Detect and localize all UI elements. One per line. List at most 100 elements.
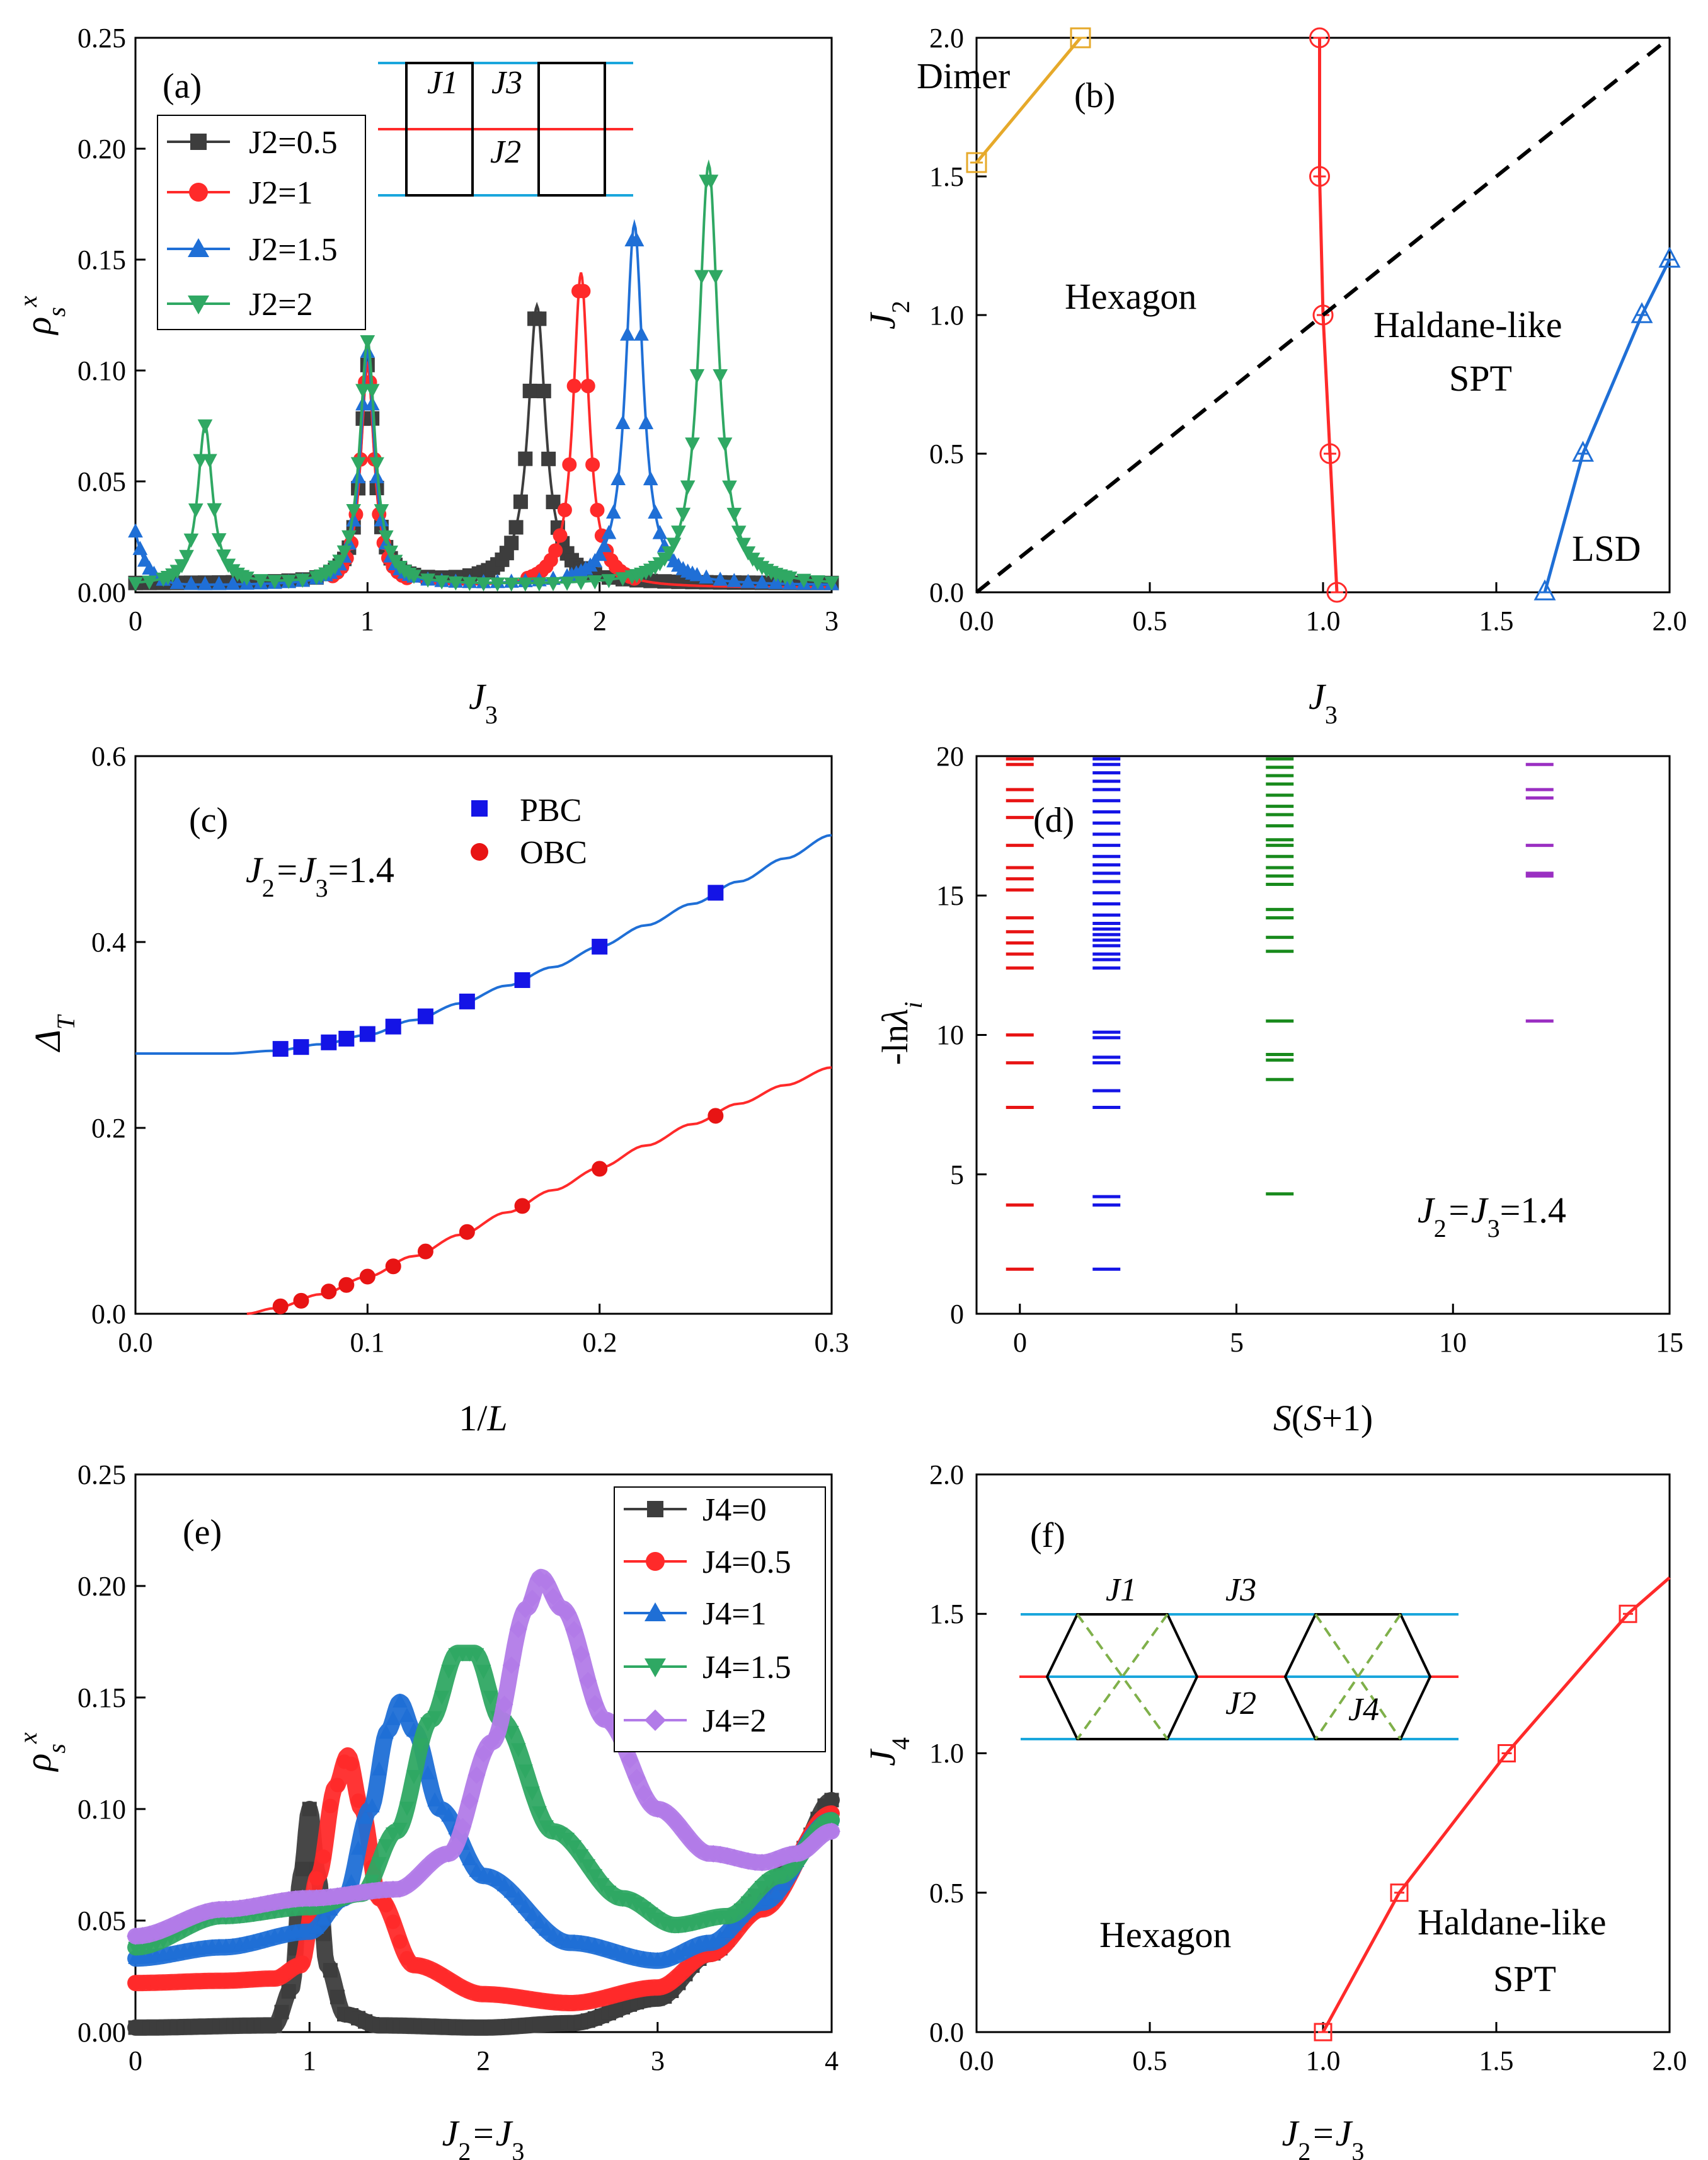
series-marker-a: [590, 502, 605, 517]
diagonal-dashed-line: [975, 36, 1671, 594]
panel-d-y-tick-label: 20: [936, 741, 964, 772]
series-marker-a: [211, 533, 227, 548]
panel-b-y-ticks: 0.0 0.5 1.0 1.5 2.0: [929, 23, 964, 608]
panel-a-y-tick-label: 0.05: [77, 466, 126, 497]
panel-f-data-layer: [975, 1473, 1671, 2042]
panel-e-x-ticks: 0 1 2 3 4: [129, 2045, 839, 2076]
series-marker-a: [708, 270, 723, 285]
inset-label-j2: J2: [490, 134, 521, 170]
series-marker-a: [197, 576, 213, 590]
boundary-marker: [1314, 2023, 1333, 2042]
series-marker-a: [731, 526, 747, 540]
series-marker-a: [557, 502, 572, 517]
panel-a-legend-item: J2=1: [167, 175, 313, 211]
panel-d-y-tick-label: 0: [950, 1299, 964, 1330]
series-marker-e: [537, 1573, 555, 1591]
series-marker-a: [253, 574, 268, 589]
panel-d-y-tick-label: 10: [936, 1020, 964, 1050]
legend-marker-circle: [471, 843, 488, 861]
panel-e-label: (e): [183, 1513, 222, 1552]
series-marker-e: [434, 1691, 450, 1705]
data-point: [293, 1039, 309, 1055]
panel-a-y-tick-label: 0.25: [77, 23, 126, 54]
panel-c-legend-item: OBC: [471, 835, 587, 871]
panel-d-y-tick-label: 15: [936, 880, 964, 911]
series-marker-e: [386, 1711, 401, 1725]
boundary-line: [1543, 258, 1671, 593]
series-marker-e: [517, 1764, 533, 1779]
series-marker-a: [615, 415, 631, 430]
data-point: [385, 1018, 401, 1035]
series-marker-a: [643, 471, 658, 486]
series-marker-e: [364, 1875, 380, 1889]
panel-c-label: (c): [189, 801, 228, 840]
data-point: [708, 885, 724, 901]
series-marker-e: [634, 1784, 653, 1803]
series-marker-e: [427, 1792, 442, 1807]
series-marker-a: [796, 573, 811, 589]
data-point: [514, 972, 530, 988]
legend-marker-circle: [646, 1552, 665, 1571]
series-marker-a: [662, 546, 677, 561]
series-marker-a: [657, 574, 672, 589]
inset-bond-j4: [1314, 1613, 1402, 1740]
series-marker-a: [754, 574, 770, 589]
panel-b-x-ticks: 0.0 0.5 1.0 1.5 2.0: [960, 606, 1687, 636]
series-marker-a: [634, 326, 649, 341]
series-marker-a: [522, 383, 537, 398]
panel-d-x-axis-label: S(S+1): [1273, 1398, 1373, 1439]
panel-a-legend-box: [157, 115, 366, 330]
region-label-haldane: Haldane-like: [1373, 304, 1562, 345]
series-marker-a: [592, 546, 607, 561]
series-marker-a: [685, 437, 700, 452]
series-marker-e: [434, 1800, 450, 1815]
panel-f-inset-lattice: J1 J3 J2 J4: [1019, 1572, 1459, 1740]
boundary-marker: [1319, 443, 1341, 464]
panel-e-legend: J4=0 J4=0.5 J4=1 J4=1.5 J4=2: [614, 1486, 826, 1752]
legend-marker-square: [471, 800, 488, 817]
panel-b-data-layer: [966, 27, 1681, 603]
series-marker-a: [587, 575, 603, 590]
fit-line: [246, 1066, 832, 1315]
series-marker-e: [628, 1769, 646, 1787]
series-marker-a: [717, 437, 733, 452]
series-marker-a: [648, 504, 663, 519]
series-marker-e: [371, 1761, 387, 1776]
legend-label: J2=1: [249, 175, 313, 211]
inset-label-j2: J2: [1225, 1686, 1256, 1721]
series-marker-e: [782, 1864, 798, 1879]
series-marker-a: [383, 545, 398, 560]
series-marker-a: [689, 566, 705, 582]
panel-f: 0.0 0.5 1.0 1.5 2.0 0.0 0.5 1.0 1.5 2.0 …: [862, 1459, 1687, 2160]
series-marker-e: [316, 1849, 331, 1864]
series-marker-a: [666, 537, 682, 552]
series-marker-e: [399, 1708, 415, 1722]
boundary-marker: [1309, 166, 1330, 187]
panel-f-x-axis-label: J2=J3: [1282, 2113, 1365, 2160]
series-marker-a: [573, 576, 589, 590]
panel-e-y-axis-label: ρsx: [14, 1732, 71, 1772]
panel-f-x-tick-label: 1.5: [1479, 2045, 1514, 2076]
panel-f-y-tick-label: 2.0: [929, 1459, 964, 1490]
series-marker-a: [580, 379, 595, 394]
fit-line: [135, 834, 832, 1055]
series-marker-e: [281, 1984, 296, 1999]
series-marker-e: [503, 1726, 519, 1740]
series-marker-e: [580, 1859, 596, 1874]
series-marker-a: [434, 575, 450, 590]
legend-marker-triangle-up: [188, 238, 209, 257]
series-marker-e: [330, 1989, 345, 2004]
panel-a-frame: [134, 37, 833, 594]
panel-d-y-ticks: 0 5 10 15 20: [936, 741, 964, 1330]
panel-a-y-axis-label: ρsx: [14, 296, 71, 335]
series-marker-e: [420, 1717, 435, 1732]
series-marker-e: [559, 1832, 575, 1847]
series-marker-a: [601, 574, 617, 589]
panel-a-x-ticks: 0 1 2 3: [129, 606, 839, 636]
series-marker-e: [378, 1724, 394, 1739]
boundary-marker: [1631, 302, 1653, 323]
series-marker-e: [517, 1899, 533, 1913]
series-marker-a: [197, 419, 213, 434]
series-marker-e: [824, 1793, 839, 1808]
